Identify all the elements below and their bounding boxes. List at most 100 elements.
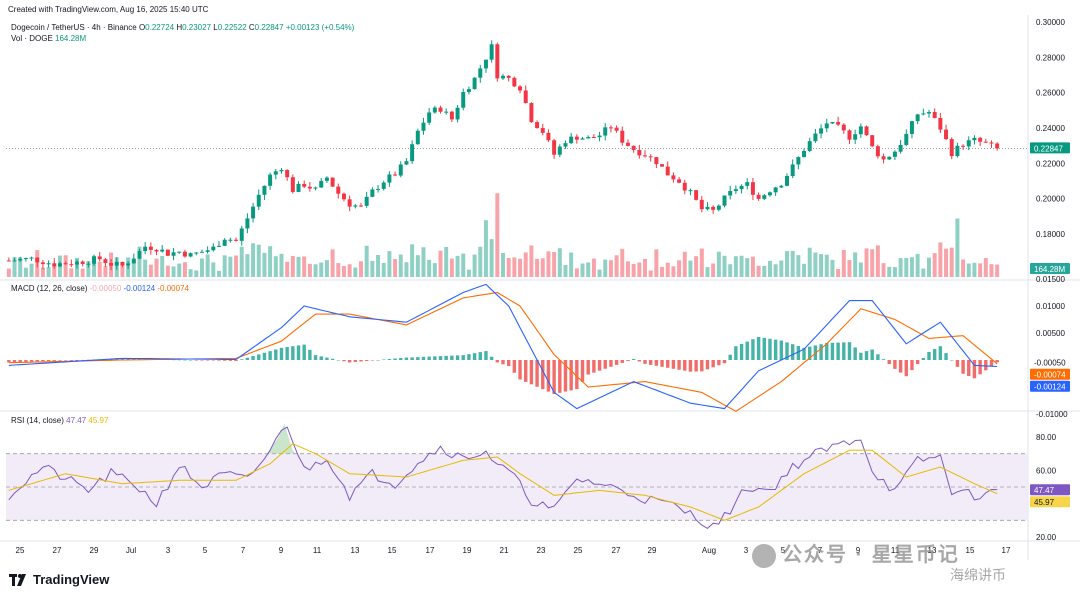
macd-hist-bar bbox=[984, 360, 988, 371]
candle-body bbox=[512, 77, 517, 87]
volume-bar bbox=[483, 220, 488, 277]
candle-body bbox=[438, 107, 443, 112]
volume-bar bbox=[682, 251, 687, 277]
volume-bar bbox=[597, 269, 602, 277]
macd-hist-bar bbox=[569, 360, 573, 391]
macd-hist-bar bbox=[961, 360, 965, 374]
volume-bar bbox=[620, 248, 625, 277]
macd-signal-badge: -0.00074 bbox=[1034, 371, 1066, 380]
candle-body bbox=[591, 137, 596, 139]
candle-body bbox=[944, 129, 949, 140]
candle-body bbox=[858, 126, 863, 135]
candle-body bbox=[341, 193, 346, 200]
volume-bar bbox=[711, 263, 716, 277]
macd-tick-label: -0.01000 bbox=[1036, 410, 1068, 419]
volume-badge: 164.28M bbox=[1034, 265, 1065, 274]
rsi-value: 47.47 bbox=[66, 416, 87, 425]
rsi-line bbox=[8, 426, 998, 530]
volume-bar bbox=[353, 267, 358, 277]
macd-hist-bar bbox=[319, 356, 323, 360]
volume-label[interactable]: Vol · DOGE bbox=[11, 34, 53, 43]
price-tick-label: 0.30000 bbox=[1036, 18, 1065, 27]
volume-bar bbox=[898, 258, 903, 277]
macd-hist-bar bbox=[762, 337, 766, 360]
macd-hist-bar bbox=[353, 360, 358, 362]
watermark-secondary: 海绵讲币 bbox=[950, 567, 1006, 583]
volume-bar bbox=[989, 264, 994, 277]
candle-body bbox=[148, 246, 153, 250]
macd-tick-label: 0.01000 bbox=[1036, 302, 1065, 311]
candle-body bbox=[120, 261, 125, 266]
macd-hist-bar bbox=[506, 360, 511, 367]
macd-hist-bar bbox=[535, 360, 539, 387]
volume-bar bbox=[665, 262, 670, 277]
macd-hist-bar bbox=[18, 360, 22, 363]
candle-body bbox=[813, 133, 818, 142]
time-tick-label: 11 bbox=[891, 546, 900, 555]
candle-body bbox=[404, 161, 409, 165]
macd-hist-bar bbox=[257, 354, 261, 360]
candle-body bbox=[881, 156, 886, 160]
candle-body bbox=[694, 190, 699, 200]
candle-body bbox=[103, 259, 108, 264]
volume-bar bbox=[767, 260, 772, 277]
time-tick-label: 5 bbox=[781, 546, 786, 555]
volume-bar bbox=[790, 250, 795, 277]
volume-bar bbox=[750, 256, 755, 277]
time-tick-label: 29 bbox=[90, 546, 99, 555]
price-tick-label: 0.24000 bbox=[1036, 124, 1065, 133]
volume-bar bbox=[182, 262, 187, 277]
volume-bar bbox=[966, 263, 971, 277]
tradingview-logo[interactable]: TradingView bbox=[9, 572, 109, 587]
volume-bar bbox=[819, 254, 824, 277]
macd-hist-bar bbox=[592, 360, 596, 373]
volume-bar bbox=[347, 264, 352, 277]
rsi-label[interactable]: RSI (14, close) bbox=[11, 416, 64, 425]
time-tick-label: 3 bbox=[166, 546, 171, 555]
macd-hist-bar bbox=[69, 360, 74, 361]
macd-hist-bar bbox=[989, 360, 994, 367]
candle-body bbox=[688, 190, 693, 192]
macd-hist-bar bbox=[240, 359, 244, 360]
volume-bar bbox=[472, 254, 477, 277]
macd-pane bbox=[7, 283, 999, 412]
macd-hist-value: -0.00050 bbox=[89, 284, 122, 293]
macd-hist-bar bbox=[433, 356, 437, 360]
volume-bar bbox=[432, 263, 437, 277]
volume-bar bbox=[376, 254, 381, 277]
volume-bar bbox=[563, 265, 568, 277]
macd-hist-bar bbox=[274, 349, 278, 360]
candle-body bbox=[268, 174, 273, 186]
candle-body bbox=[143, 246, 148, 252]
macd-hist-bar bbox=[336, 360, 340, 361]
time-tick-label: 15 bbox=[388, 546, 397, 555]
candle-body bbox=[381, 182, 386, 189]
candle-body bbox=[393, 174, 398, 176]
macd-hist-bar bbox=[677, 360, 681, 370]
candle-body bbox=[376, 188, 381, 190]
macd-hist-bar bbox=[399, 358, 403, 360]
macd-hist-bar bbox=[785, 342, 789, 360]
candle-body bbox=[603, 127, 608, 136]
candle-body bbox=[995, 143, 1000, 149]
time-tick-label: 9 bbox=[279, 546, 284, 555]
macd-hist-bar bbox=[779, 340, 784, 360]
volume-bar bbox=[586, 262, 591, 277]
candle-body bbox=[847, 130, 852, 140]
macd-hist-bar bbox=[660, 360, 664, 367]
candle-body bbox=[961, 145, 966, 147]
macd-hist-bar bbox=[910, 360, 914, 371]
macd-signal-badge-bg bbox=[1030, 368, 1070, 380]
volume-bar bbox=[631, 263, 636, 277]
volume-bar bbox=[847, 260, 852, 277]
candle-body bbox=[273, 171, 278, 175]
macd-label[interactable]: MACD (12, 26, close) bbox=[11, 284, 88, 293]
macd-hist-bar bbox=[671, 360, 676, 369]
symbol-name[interactable]: Dogecoin / TetherUS · 4h · Binance bbox=[11, 23, 137, 32]
volume-bar bbox=[552, 251, 557, 277]
candle-body bbox=[6, 260, 11, 262]
volume-bar bbox=[421, 247, 426, 277]
volume-bar bbox=[870, 249, 875, 277]
candle-body bbox=[239, 228, 244, 241]
